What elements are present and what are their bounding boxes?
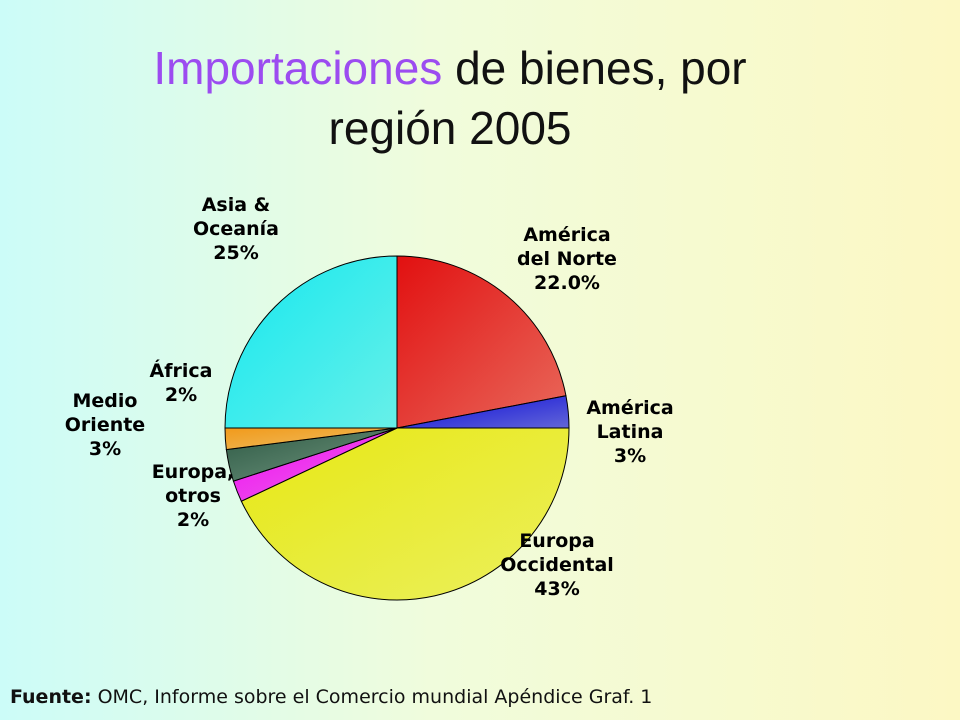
slice-label-line: 3% [89, 438, 121, 460]
slice-label-line: 25% [213, 242, 258, 264]
pie-labels: América del Norte 22.0%América Latina 3%Euro… [65, 194, 674, 600]
slice-label-line: América [586, 397, 673, 419]
slice-label-line: 22.0% [534, 272, 600, 294]
pie-slices [224, 255, 570, 601]
pie-slice [396, 255, 567, 429]
slice-label-line: Oriente [65, 414, 145, 436]
title-line2: región 2005 [328, 102, 572, 154]
source-note: Fuente: OMC, Informe sobre el Comercio m… [10, 686, 652, 708]
slice-label-line: África [150, 359, 213, 382]
slice-label-line: Europa, [152, 461, 235, 483]
source-text: OMC, Informe sobre el Comercio mundial A… [91, 686, 653, 708]
slice-label-line: Oceanía [193, 218, 279, 240]
chart-title: Importaciones de bienes, por región 2005 [0, 38, 900, 158]
slice-label-line: América [523, 224, 610, 246]
slice-label-line: 2% [177, 509, 209, 531]
slice-label-line: Latina [597, 421, 664, 443]
slice-label-line: del Norte [517, 248, 617, 270]
slice-label: Europa Occidental 43% [500, 530, 614, 600]
pie-slice [224, 255, 398, 429]
slice-label-line: 2% [165, 384, 197, 406]
title-line1-rest: de bienes, por [442, 42, 747, 94]
source-label: Fuente: [10, 686, 92, 708]
slice-label-line: 43% [534, 578, 579, 600]
slice-label: América del Norte 22.0% [517, 224, 617, 294]
slice-label-line: Occidental [500, 554, 614, 576]
slice-label: América Latina 3% [586, 397, 673, 467]
slice-label-line: otros [165, 485, 221, 507]
slice-label: Asia & Oceanía 25% [193, 194, 279, 264]
slice-label: África 2% [150, 359, 213, 406]
pie-slice [240, 427, 570, 601]
slice-label-line: Medio [73, 390, 138, 412]
slice-label-line: 3% [614, 445, 646, 467]
slice-label: Europa, otros 2% [152, 461, 235, 531]
slice-label: Medio Oriente 3% [65, 390, 145, 460]
slice-label-line: Asia & [202, 194, 271, 216]
title-accent: Importaciones [153, 42, 443, 94]
slice-label-line: Europa [519, 530, 594, 552]
